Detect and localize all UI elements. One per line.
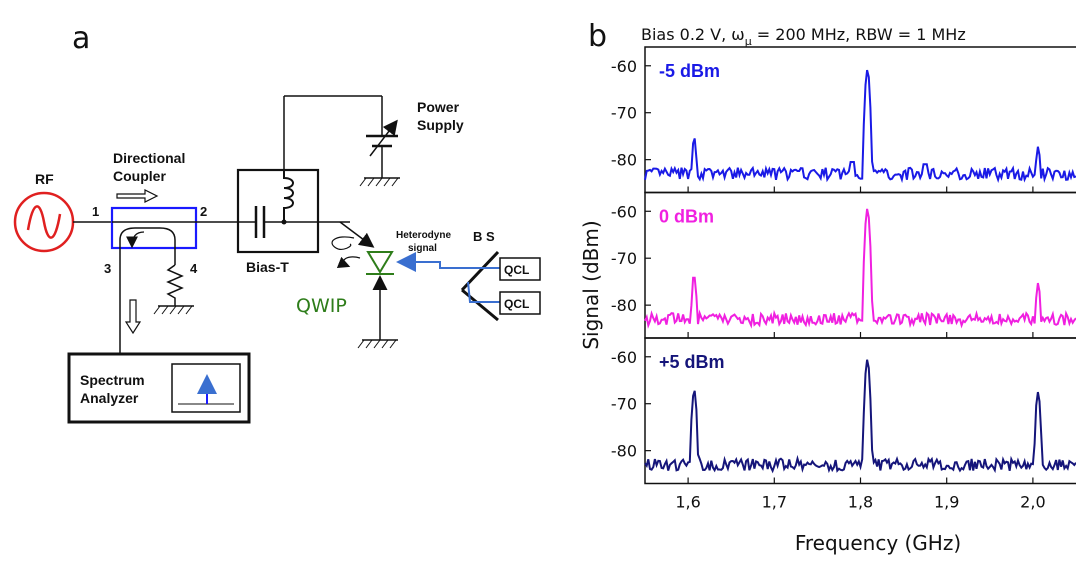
qcl-top-label: QCL [504,263,529,277]
port-4-label: 4 [190,261,198,276]
y-tick-label: -70 [611,395,637,414]
power-supply-label-line1: Power [417,99,460,115]
coupling-arrow-icon [126,231,145,249]
y-tick-label: -80 [611,296,637,315]
qcl-top-box [499,257,541,281]
coupler-label-line1: Directional [113,150,185,166]
qwip: QWIP [296,251,398,349]
panel-a: a RF Directional Coupler 1 2 3 4 [13,21,541,424]
rf-label: RF [35,171,54,187]
splitter-mirror-bottom [461,288,499,322]
bias-t: Bias-T [236,168,350,275]
ground-icon [357,332,398,349]
diode-icon [366,251,394,274]
directional-coupler: Directional Coupler 1 2 3 4 [92,150,207,315]
spectrum-analyzer: Spectrum Analyzer [67,352,251,424]
y-tick-label: -60 [611,348,637,367]
down-arrow-icon [124,299,142,335]
rf-to-qwip-line [339,221,375,248]
analyzer-label-line1: Spectrum [80,372,145,388]
heterodyne-label-line2: signal [408,243,437,254]
y-tick-label: -80 [611,442,637,461]
series-line [644,208,1076,329]
port-3-label: 3 [104,261,111,276]
x-tick-label: 1,6 [675,493,700,512]
direction-arrow-icon [116,189,159,203]
coupled-line [119,227,176,265]
panel-b-letter: b [588,19,607,54]
coupler-box [110,206,198,250]
panel-frame [644,337,1076,485]
y-tick-label: -70 [611,249,637,268]
chart-title: Bias 0.2 V, ωμ = 200 MHz, RBW = 1 MHz [641,25,966,48]
y-tick-label: -60 [611,57,637,76]
power-supply-label-line2: Supply [417,117,464,133]
series-line [644,69,1076,184]
bias-t-box [236,168,320,254]
power-supply: Power Supply [283,95,464,187]
qcl-bottom-label: QCL [504,297,529,311]
sine-wave-icon [26,205,62,239]
ground-icon [153,305,194,315]
series-line [644,359,1076,474]
port-2-label: 2 [200,204,207,219]
panel-b: b Bias 0.2 V, ωμ = 200 MHz, RBW = 1 MHz … [579,19,1076,555]
series-label: -5 dBm [659,61,720,81]
x-axis-label: Frequency (GHz) [795,531,961,555]
x-tick-label: 2,0 [1020,493,1045,512]
panel-a-letter: a [72,21,90,56]
x-tick-label: 1,7 [762,493,787,512]
x-tick-label: 1,8 [848,493,873,512]
bs-label: B S [473,229,495,244]
analyzer-screen [171,363,241,413]
y-tick-label: -60 [611,202,637,221]
chart-area: -60 -70 -80 -5 dBm -60 -70 -80 0 dBm -60 -70 -80 +5… [611,46,1076,512]
heterodyne-curl-icon [331,236,355,250]
coupler-label-line2: Coupler [113,168,166,184]
rf-source: RF [13,171,75,253]
analyzer-box [67,352,251,424]
qwip-label: QWIP [296,295,347,317]
heterodyne-label-line1: Heterodyne [396,230,451,241]
resistor-icon [166,264,184,306]
series-label: +5 dBm [659,352,725,372]
beam-splitter: B S QCL QCL [396,229,541,322]
analyzer-label-line2: Analyzer [80,390,139,406]
port-1-label: 1 [92,204,99,219]
y-tick-label: -70 [611,104,637,123]
bias-t-label: Bias-T [246,259,289,275]
x-tick-label: 1,9 [934,493,959,512]
ground-icon [359,177,400,187]
beam-path [396,252,500,272]
y-tick-label: -80 [611,151,637,170]
series-label: 0 dBm [659,207,714,227]
y-axis-label: Signal (dBm) [579,220,603,349]
inductor-icon [283,170,294,222]
qcl-bottom-box [499,291,541,315]
